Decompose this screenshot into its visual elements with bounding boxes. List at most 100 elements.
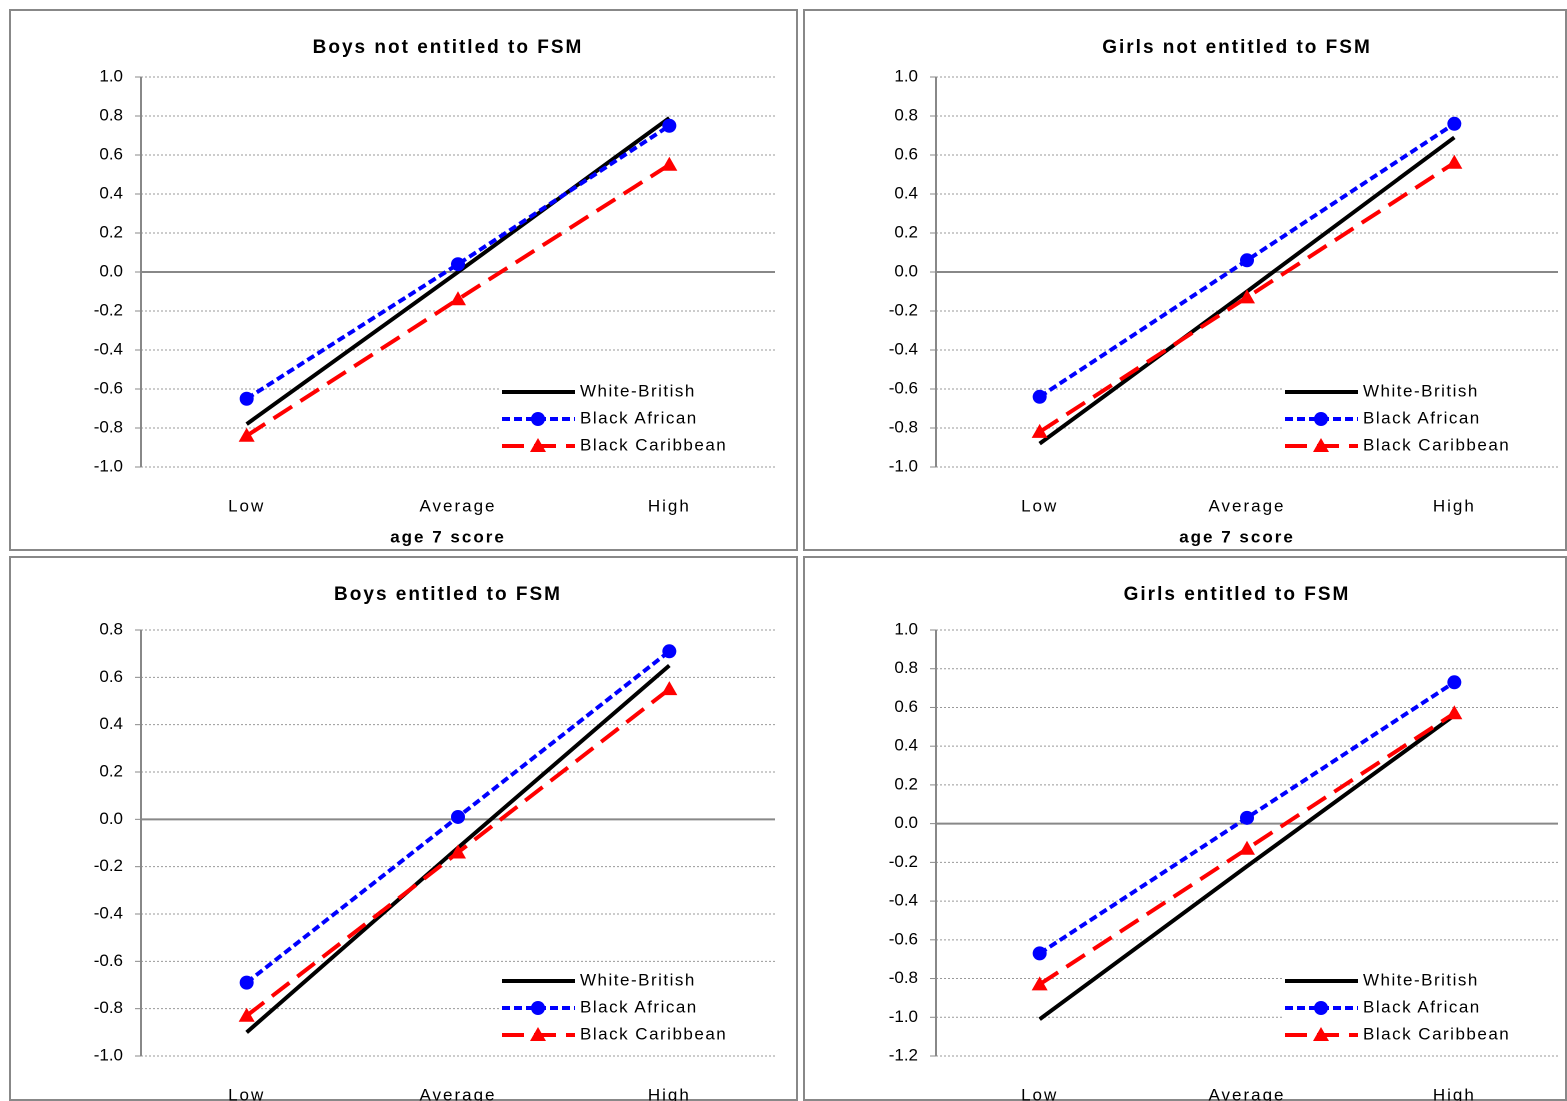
y-tick-label: 0.8 <box>99 619 123 638</box>
y-tick-label: -0.8 <box>889 417 918 436</box>
legend-marker <box>1313 438 1329 452</box>
y-tick-label: 0.2 <box>894 222 918 241</box>
x-axis-title: age 7 score <box>1179 527 1295 546</box>
y-tick-label: -0.8 <box>94 998 123 1017</box>
y-tick-label: 0.8 <box>99 105 123 124</box>
marker <box>1240 810 1254 825</box>
legend-label: Black African <box>1363 408 1481 427</box>
marker <box>661 681 678 696</box>
legend-label: Black Caribbean <box>580 1024 727 1043</box>
y-tick-label: 1.0 <box>894 619 918 638</box>
y-tick-label: -1.0 <box>889 456 918 475</box>
y-tick-label: 0.6 <box>894 697 918 716</box>
chart-panel: Boys entitled to FSM -1.0 -0.8 -0.6 -0.4 -0.2… <box>9 556 798 1101</box>
marker <box>662 118 677 133</box>
legend-marker <box>1314 1001 1328 1015</box>
marker <box>450 844 466 859</box>
y-tick-label: 0.4 <box>894 183 918 202</box>
marker <box>451 257 465 272</box>
legend-label: White-British <box>1363 970 1479 989</box>
x-tick-label: Average <box>1208 1085 1285 1101</box>
y-tick-label: -0.4 <box>889 339 918 358</box>
marker <box>450 291 466 306</box>
marker <box>1447 675 1462 690</box>
legend-label: Black African <box>1363 997 1481 1016</box>
y-tick-label: 0.0 <box>99 261 123 280</box>
marker <box>238 427 255 442</box>
legend-marker <box>1313 1027 1329 1041</box>
panel-border <box>803 9 1567 551</box>
y-tick-label: 0.2 <box>99 222 123 241</box>
marker <box>238 1007 255 1022</box>
y-tick-label: 0.2 <box>99 761 123 780</box>
x-tick-label: Low <box>1021 496 1058 515</box>
legend-label: Black African <box>580 408 698 427</box>
marker <box>1032 389 1047 404</box>
y-tick-label: -0.6 <box>94 951 123 970</box>
y-tick-label: -0.8 <box>94 417 123 436</box>
y-tick-label: -1.2 <box>889 1045 918 1064</box>
x-tick-label: Low <box>228 1085 265 1101</box>
marker <box>1446 705 1463 720</box>
x-tick-label: High <box>648 496 691 515</box>
y-tick-label: -0.6 <box>889 929 918 948</box>
marker <box>1031 423 1048 438</box>
marker <box>1032 946 1047 961</box>
y-tick-label: 0.4 <box>99 183 123 202</box>
marker <box>1446 154 1463 169</box>
x-tick-label: Average <box>419 1085 496 1101</box>
legend-label: White-British <box>580 970 696 989</box>
legend-label: Black Caribbean <box>1363 1024 1510 1043</box>
chart-panel: Girls not entitled to FSM -1.0 -0.8 -0.6 -0.… <box>803 9 1567 551</box>
y-tick-label: 0.6 <box>894 144 918 163</box>
x-tick-label: High <box>1433 496 1476 515</box>
chart-panel: Boys not entitled to FSM -1.0 -0.8 -0.6 -0.4… <box>9 9 798 551</box>
legend-label: Black Caribbean <box>1363 435 1510 454</box>
x-axis-title: age 7 score <box>390 527 506 546</box>
y-tick-label: -0.6 <box>94 378 123 397</box>
legend-marker <box>531 412 545 426</box>
marker <box>239 391 254 406</box>
marker <box>662 644 677 659</box>
y-tick-label: 0.8 <box>894 658 918 677</box>
x-tick-label: Average <box>419 496 496 515</box>
marker <box>661 156 678 171</box>
y-tick-label: -0.6 <box>889 378 918 397</box>
marker <box>1239 289 1255 304</box>
y-tick-label: -1.0 <box>94 1045 123 1064</box>
legend-marker <box>1314 412 1328 426</box>
marker <box>239 975 254 990</box>
legend-marker <box>530 1027 546 1041</box>
chart-panel: Girls entitled to FSM -1.2 -1.0 -0.8 -0.6 -0.… <box>803 556 1567 1101</box>
chart-title: Boys not entitled to FSM <box>313 37 584 58</box>
series-line <box>245 116 671 426</box>
x-tick-label: Low <box>228 496 265 515</box>
x-tick-label: High <box>648 1085 691 1101</box>
panel-border <box>9 9 798 551</box>
marker <box>451 809 465 824</box>
series-line <box>245 163 671 438</box>
y-tick-label: 0.6 <box>99 667 123 686</box>
y-tick-label: -1.0 <box>889 1007 918 1026</box>
marker <box>1239 840 1255 855</box>
x-tick-label: Low <box>1021 1085 1058 1101</box>
legend-label: Black African <box>580 997 698 1016</box>
y-tick-label: 0.8 <box>894 105 918 124</box>
y-tick-label: 0.0 <box>894 261 918 280</box>
y-tick-label: 1.0 <box>894 66 918 85</box>
series-line <box>1038 711 1456 987</box>
legend-marker <box>531 1001 545 1015</box>
legend-label: Black Caribbean <box>580 435 727 454</box>
marker <box>1240 253 1254 268</box>
panel-border <box>803 556 1567 1101</box>
y-tick-label: 1.0 <box>99 66 123 85</box>
legend-label: White-British <box>580 381 696 400</box>
y-tick-label: -0.2 <box>94 300 123 319</box>
chart-title: Boys entitled to FSM <box>334 584 562 605</box>
legend-marker <box>530 438 546 452</box>
chart-title: Girls entitled to FSM <box>1124 584 1351 605</box>
y-tick-label: -0.4 <box>94 903 123 922</box>
y-tick-label: -0.4 <box>889 891 918 910</box>
y-tick-label: 0.0 <box>99 809 123 828</box>
